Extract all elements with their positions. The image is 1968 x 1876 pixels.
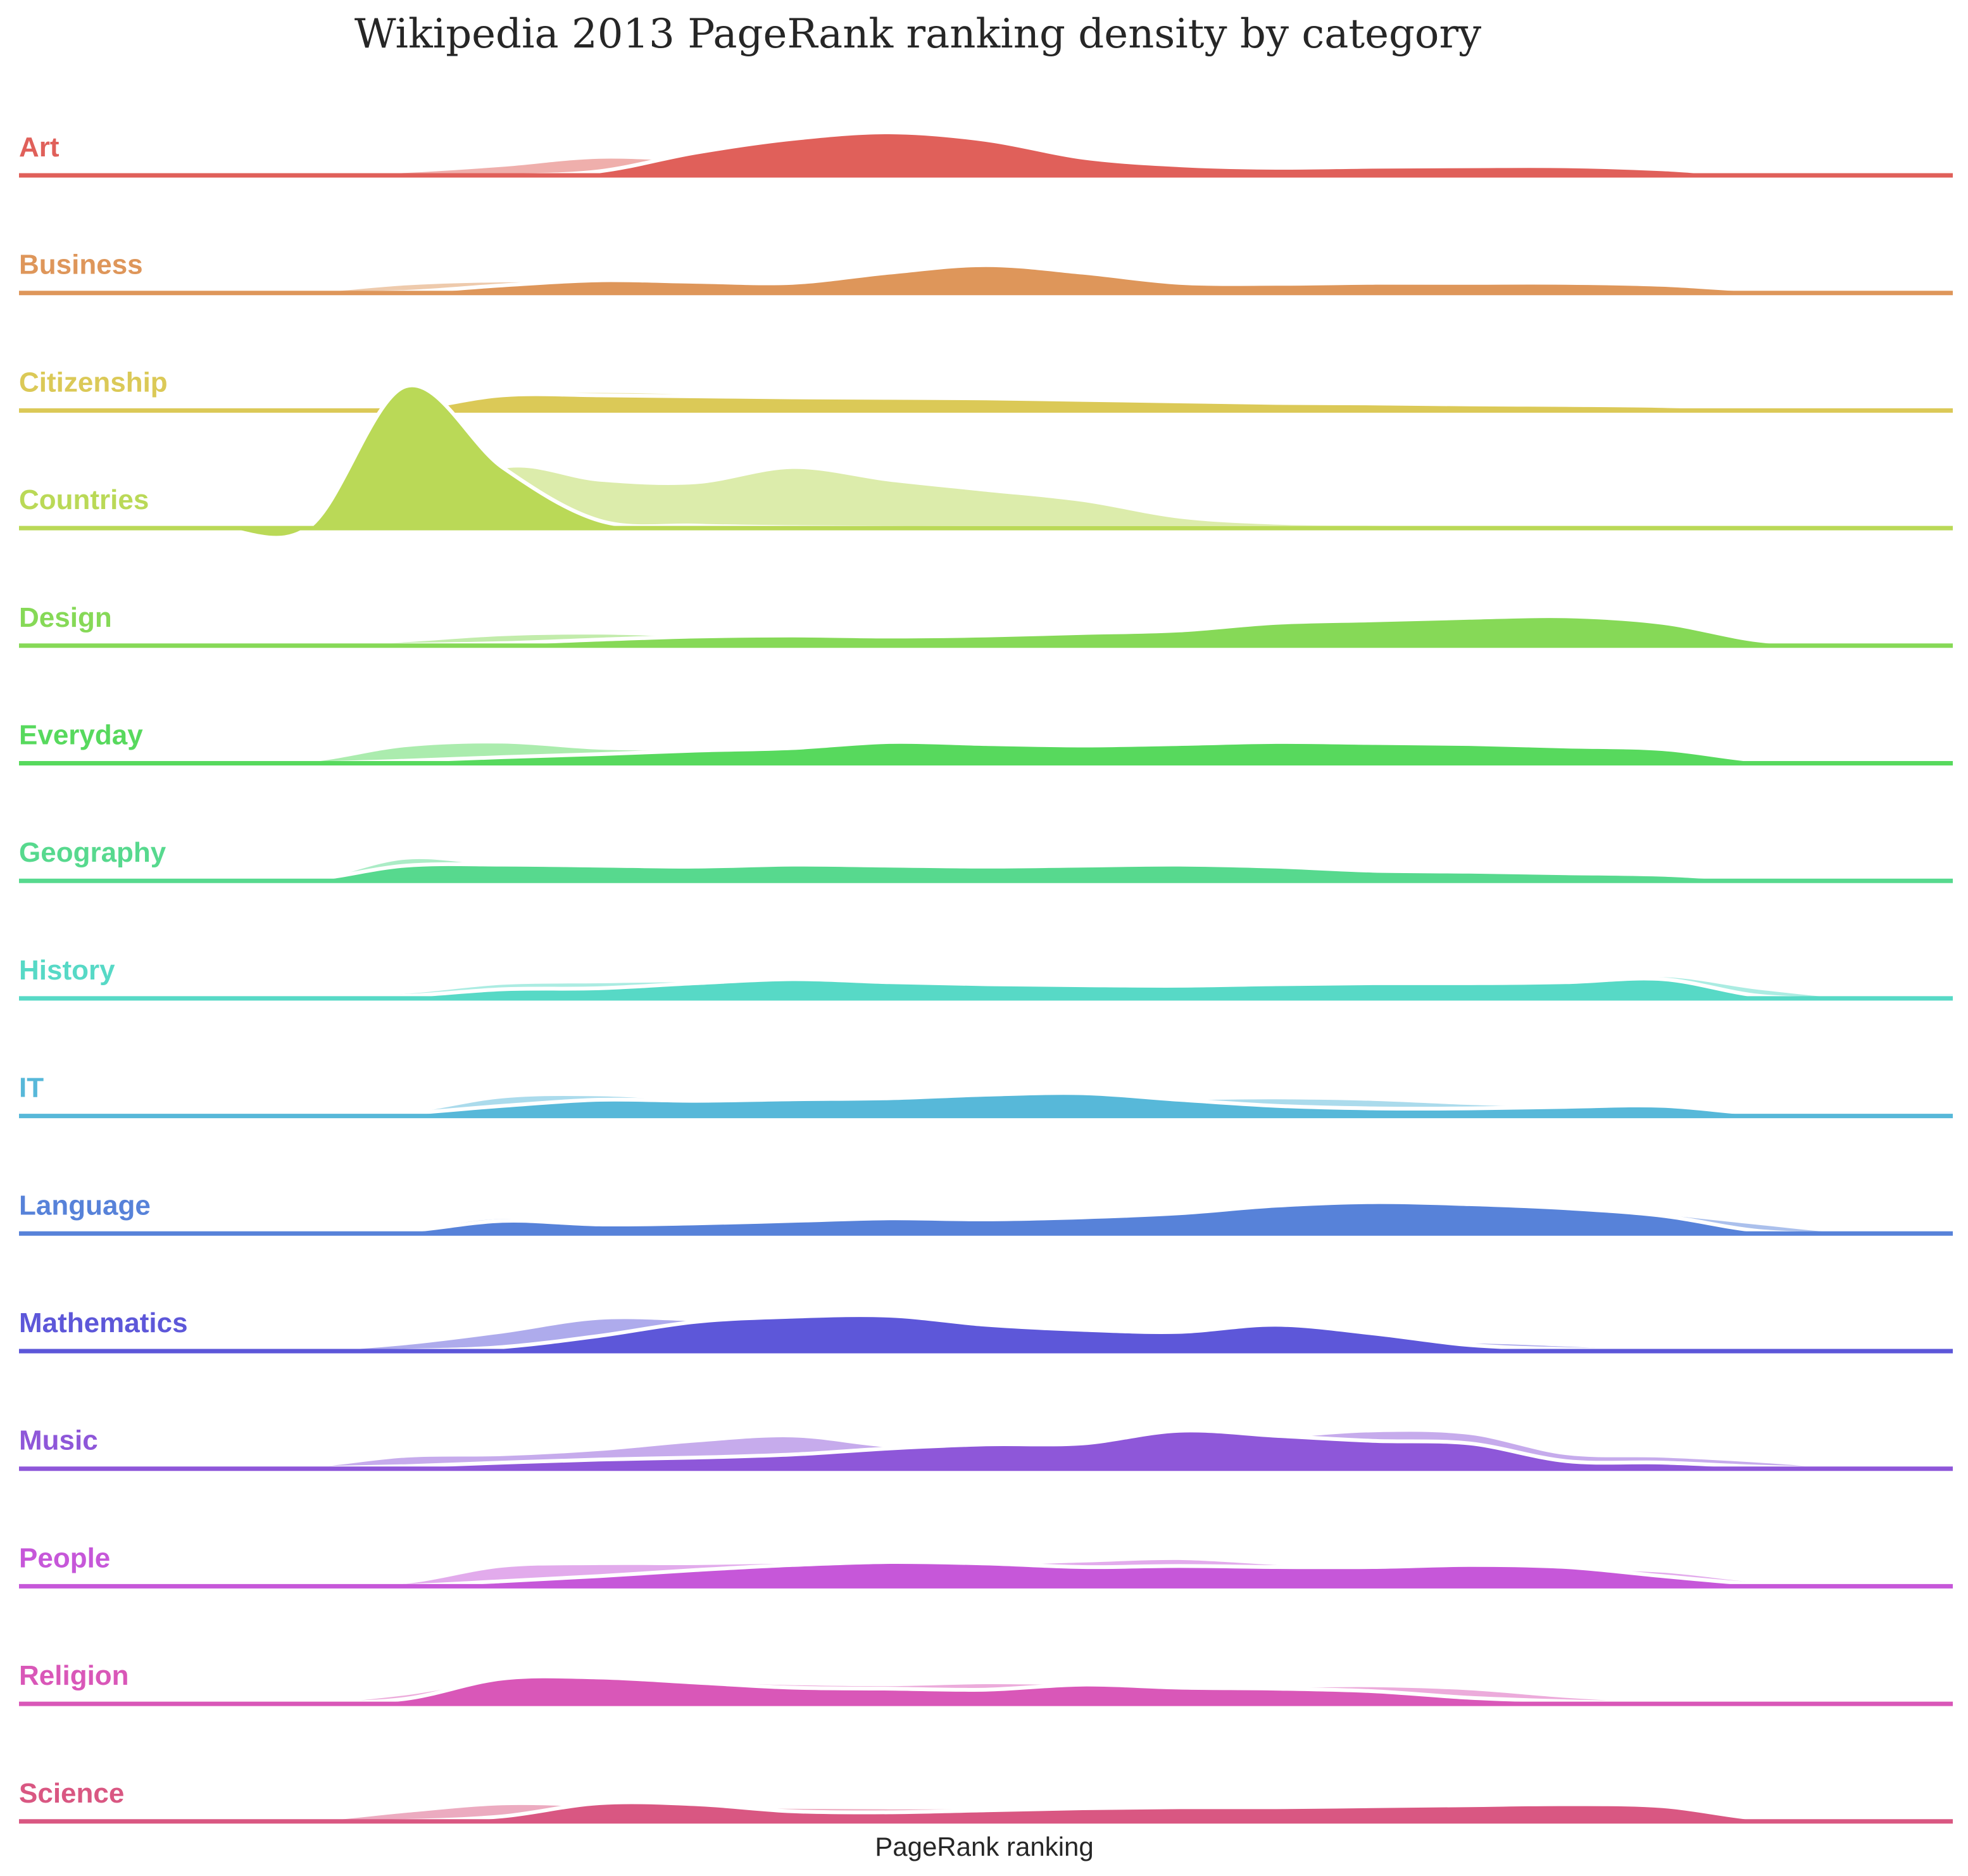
ridge-religion: Religion bbox=[19, 1660, 1953, 1706]
ridge-people: People bbox=[18, 1542, 1953, 1589]
ridge-it: IT bbox=[19, 1073, 1953, 1119]
series-label-religion: Religion bbox=[19, 1660, 129, 1691]
mathematics-front-density bbox=[19, 1315, 1953, 1352]
religion-back-outline bbox=[19, 1677, 1953, 1706]
ridge-history: History bbox=[19, 955, 1953, 1001]
chart-title: Wikipedia 2013 PageRank ranking density … bbox=[354, 11, 1481, 58]
citizenship-front-density bbox=[19, 394, 1953, 411]
ridge-mathematics: Mathematics bbox=[18, 1307, 1953, 1354]
geography-front-outline bbox=[19, 862, 1953, 883]
x-axis-label: PageRank ranking bbox=[875, 1832, 1094, 1861]
series-label-citizenship: Citizenship bbox=[19, 367, 168, 398]
series-label-it: IT bbox=[19, 1073, 44, 1104]
ridges-group: Art Business Citizenship Countries Design Eve… bbox=[18, 130, 1953, 1824]
series-label-everyday: Everyday bbox=[19, 720, 143, 751]
business-front-density bbox=[19, 265, 1953, 294]
ridge-countries: Countries bbox=[19, 383, 1953, 540]
series-label-business: Business bbox=[19, 249, 143, 280]
series-label-language: Language bbox=[19, 1190, 151, 1221]
countries-back-density bbox=[19, 465, 1953, 529]
series-label-science: Science bbox=[19, 1778, 124, 1809]
design-front-density bbox=[19, 616, 1953, 646]
art-front-density bbox=[19, 132, 1953, 176]
ridge-art: Art bbox=[19, 130, 1953, 178]
series-label-music: Music bbox=[19, 1425, 98, 1456]
ridge-science: Science bbox=[19, 1778, 1953, 1824]
ridge-language: Language bbox=[19, 1190, 1953, 1236]
series-label-design: Design bbox=[19, 602, 112, 633]
music-front-density bbox=[19, 1430, 1953, 1469]
ridge-music: Music bbox=[19, 1425, 1953, 1471]
series-label-history: History bbox=[19, 955, 115, 986]
ridge-business: Business bbox=[19, 249, 1953, 296]
series-label-countries: Countries bbox=[19, 484, 149, 515]
ridge-citizenship: Citizenship bbox=[18, 367, 1953, 413]
series-label-people: People bbox=[19, 1542, 110, 1573]
history-front-density bbox=[19, 978, 1953, 999]
language-front-density bbox=[19, 1202, 1953, 1234]
series-label-geography: Geography bbox=[19, 837, 166, 868]
ridge-everyday: Everyday bbox=[19, 720, 1953, 765]
series-label-art: Art bbox=[19, 132, 60, 163]
ridge-design: Design bbox=[19, 602, 1953, 648]
people-front-density bbox=[19, 1561, 1953, 1587]
series-label-mathematics: Mathematics bbox=[19, 1307, 188, 1338]
geography-front-density bbox=[19, 864, 1953, 881]
it-front-density bbox=[19, 1093, 1953, 1116]
countries-front-density bbox=[19, 385, 1953, 538]
ridge-geography: Geography bbox=[19, 837, 1953, 884]
